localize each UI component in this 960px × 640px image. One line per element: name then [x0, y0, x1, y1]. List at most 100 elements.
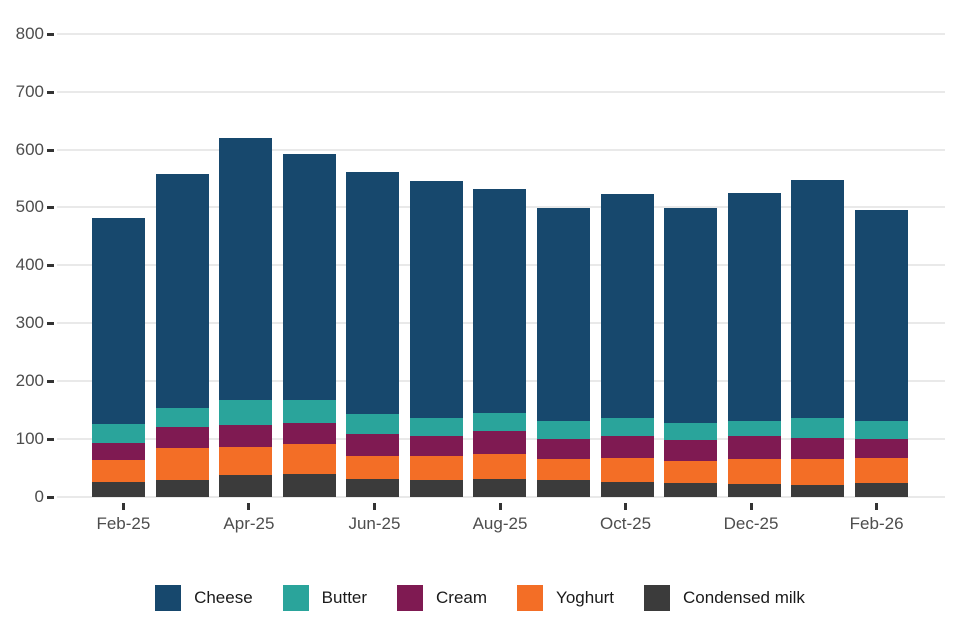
legend-item-yoghurt: Yoghurt: [517, 585, 614, 611]
bar-oct-25: [600, 193, 654, 497]
y-tick-mark-0: [47, 496, 54, 499]
legend-swatch-cheese: [155, 585, 182, 611]
x-tick-label-feb-26: Feb-26: [849, 514, 904, 533]
y-tick-mark-700: [47, 90, 54, 94]
y-tick-mark-500: [47, 206, 54, 210]
bar-segment-yoghurt: [600, 458, 654, 482]
bar-segment-cheese: [92, 218, 145, 425]
legend-swatch-yoghurt: [517, 585, 544, 611]
bar-may-25: [282, 154, 336, 497]
bar-segment-cheese: [473, 189, 527, 414]
x-tick-mark-aug-25: [498, 503, 502, 510]
legend-item-butter: Butter: [282, 585, 367, 611]
bar-segment-cheese: [854, 209, 908, 422]
x-tick-mark-apr-25: [247, 503, 251, 510]
bar-segment-butter: [155, 407, 209, 428]
y-tick-label-800: 800: [15, 23, 44, 43]
bar-segment-butter: [346, 414, 400, 435]
bar-segment-cheese: [664, 208, 718, 424]
bar-segment-condensed-milk: [346, 479, 400, 497]
bar-segment-cheese: [282, 154, 336, 401]
legend-item-condensed-milk: Condensed milk: [644, 585, 805, 611]
bar-segment-cheese: [219, 137, 273, 400]
legend-label-cheese: Cheese: [194, 588, 253, 607]
bar-dec-25: [727, 193, 781, 497]
bar-segment-butter: [791, 418, 845, 438]
gridline-0: [57, 496, 945, 498]
bar-segment-butter: [600, 418, 654, 437]
x-tick-label-dec-25: Dec-25: [723, 514, 779, 533]
x-tick-mark-feb-25: [121, 503, 125, 510]
bar-sep-25: [537, 208, 591, 497]
bar-segment-cheese: [346, 172, 400, 415]
bar-segment-cream: [409, 435, 463, 457]
bar-segment-butter: [727, 420, 781, 437]
bar-segment-cheese: [409, 181, 463, 419]
bar-segment-cream: [791, 437, 845, 459]
bar-mar-25: [155, 173, 209, 497]
bar-segment-cream: [155, 427, 209, 448]
bar-segment-yoghurt: [282, 443, 336, 474]
bar-segment-yoghurt: [791, 458, 845, 485]
bar-segment-condensed-milk: [791, 484, 845, 497]
y-tick-mark-200: [47, 380, 54, 384]
bar-aug-25: [473, 189, 527, 497]
bar-segment-butter: [473, 413, 527, 431]
bar-segment-condensed-milk: [727, 483, 781, 497]
y-tick-label-300: 300: [15, 313, 44, 333]
bar-feb-25: [92, 218, 145, 497]
bar-segment-condensed-milk: [219, 475, 273, 497]
bar-segment-cream: [664, 440, 718, 461]
bar-segment-butter: [537, 421, 591, 440]
gridline-600: [57, 148, 945, 151]
y-tick-label-600: 600: [15, 139, 44, 159]
gridline-700: [57, 90, 945, 93]
x-tick-mark-feb-26: [875, 503, 879, 510]
y-tick-label-100: 100: [15, 429, 44, 449]
bar-segment-yoghurt: [664, 460, 718, 483]
y-tick-label-700: 700: [15, 81, 44, 101]
bars-container: [92, 14, 908, 497]
y-tick-mark-400: [47, 264, 54, 268]
bar-segment-cream: [537, 439, 591, 459]
bar-segment-butter: [854, 421, 908, 439]
x-tick-mark-oct-25: [624, 503, 628, 510]
bar-segment-condensed-milk: [473, 478, 527, 497]
bar-segment-cheese: [600, 193, 654, 419]
legend-label-condensed-milk: Condensed milk: [683, 588, 805, 607]
bar-segment-yoghurt: [92, 459, 145, 482]
legend-swatch-condensed-milk: [644, 585, 671, 611]
bar-segment-butter: [219, 399, 273, 426]
y-tick-mark-100: [47, 438, 54, 442]
y-tick-label-500: 500: [15, 197, 44, 217]
x-tick-label-apr-25: Apr-25: [223, 514, 275, 533]
y-tick-label-200: 200: [15, 371, 44, 391]
bar-segment-cream: [92, 442, 145, 460]
bar-segment-condensed-milk: [92, 481, 145, 497]
bar-segment-cream: [727, 436, 781, 459]
plot-area: [57, 14, 945, 498]
legend-label-yoghurt: Yoghurt: [556, 588, 615, 607]
bar-segment-cheese: [155, 173, 209, 408]
bar-segment-cream: [219, 425, 273, 447]
bar-segment-butter: [664, 423, 718, 441]
bar-jan-26: [791, 179, 845, 497]
gridline-800: [57, 32, 945, 35]
bar-segment-yoghurt: [537, 458, 591, 481]
x-tick-label-feb-25: Feb-25: [96, 514, 151, 533]
bar-segment-cream: [600, 436, 654, 459]
bar-segment-cheese: [727, 193, 781, 421]
bar-segment-condensed-milk: [854, 482, 908, 497]
bar-segment-yoghurt: [155, 447, 209, 480]
y-tick-label-400: 400: [15, 255, 44, 275]
x-tick-mark-dec-25: [749, 503, 753, 510]
bar-segment-yoghurt: [854, 458, 908, 483]
legend: Cheese Butter Cream Yoghurt Condensed milk: [0, 585, 960, 611]
x-tick-label-aug-25: Aug-25: [472, 514, 528, 533]
bar-segment-butter: [409, 418, 463, 436]
bar-segment-cream: [346, 434, 400, 456]
bar-segment-cream: [473, 430, 527, 455]
bar-jul-25: [409, 181, 463, 497]
bar-segment-butter: [282, 400, 336, 423]
